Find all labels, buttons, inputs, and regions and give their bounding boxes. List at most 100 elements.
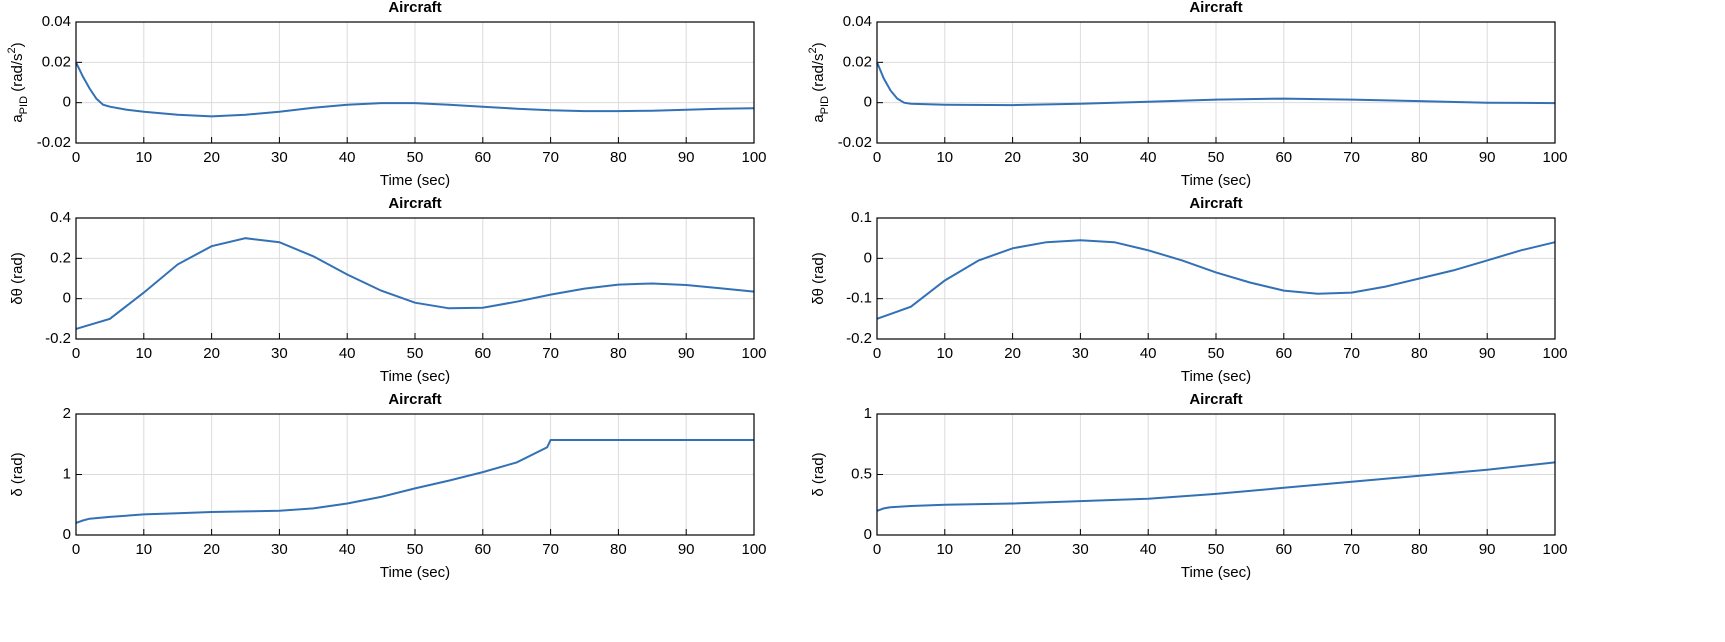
y-tick-label: 2 [63,405,71,422]
x-tick-label: 20 [203,149,220,166]
x-tick-label: 40 [1140,149,1157,166]
y-axis-label: aPID (rad/s2) [6,42,30,122]
y-label-part: ) [810,42,827,47]
x-tick-label: 70 [542,541,559,558]
x-tick-label: 60 [1275,149,1292,166]
x-tick-label: 100 [741,541,766,558]
data-line [75,61,755,118]
y-tick-label: 1 [63,465,71,482]
y-axis-label: aPID (rad/s2) [807,42,831,122]
x-tick-label: 40 [339,345,356,362]
x-tick-label: 50 [407,541,424,558]
x-tick-label: 20 [1004,541,1021,558]
x-tick-label: 30 [271,345,288,362]
x-tick-label: 0 [873,541,881,558]
y-tick-label: 0.2 [50,249,71,266]
x-tick-label: 50 [407,345,424,362]
x-tick-label: 50 [1208,345,1225,362]
x-tick-label: 70 [1343,345,1360,362]
chart-title: Aircraft [1189,391,1242,408]
x-tick-label: 0 [72,149,80,166]
y-label-part: δθ (rad) [810,252,827,305]
x-tick-label: 30 [271,149,288,166]
x-tick-label: 0 [873,345,881,362]
y-label-part: 2 [807,47,819,53]
x-tick-label: 30 [1072,149,1089,166]
x-tick-label: 100 [741,345,766,362]
axes-frame [75,217,755,340]
x-tick-label: 40 [339,541,356,558]
x-tick-label: 80 [610,345,627,362]
axes-frame [876,21,1556,144]
y-label-part: δ (rad) [810,452,827,496]
x-tick-label: 20 [1004,149,1021,166]
axes-frame [75,413,755,536]
x-tick-label: 70 [542,149,559,166]
x-tick-label: 60 [1275,345,1292,362]
x-axis-label: Time (sec) [380,368,450,385]
x-tick-label: 90 [678,541,695,558]
x-tick-label: 70 [1343,541,1360,558]
x-tick-label: 100 [1542,541,1567,558]
x-tick-label: 80 [610,541,627,558]
x-tick-label: 40 [339,149,356,166]
x-tick-label: 20 [203,541,220,558]
x-tick-label: 100 [1542,345,1567,362]
x-tick-label: 90 [1479,345,1496,362]
y-axis-label: δ (rad) [9,452,26,496]
x-axis-label: Time (sec) [1181,172,1251,189]
x-tick-label: 70 [542,345,559,362]
y-tick-label: 0 [864,94,872,111]
x-tick-label: 10 [135,345,152,362]
y-tick-label: 0 [63,526,71,543]
data-line [876,61,1556,107]
y-label-part: a [810,114,827,123]
x-tick-label: 50 [1208,149,1225,166]
x-tick-label: 70 [1343,149,1360,166]
x-tick-label: 20 [1004,345,1021,362]
y-tick-label: -0.02 [37,134,71,151]
x-tick-label: 30 [271,541,288,558]
x-axis-label: Time (sec) [380,564,450,581]
x-tick-label: 20 [203,345,220,362]
x-tick-label: 10 [135,149,152,166]
y-label-part: δ (rad) [9,452,26,496]
y-tick-label: 0 [864,526,872,543]
data-line [876,461,1556,512]
x-axis-label: Time (sec) [380,172,450,189]
y-tick-label: 1 [864,405,872,422]
y-label-part: a [9,114,26,123]
x-tick-label: 100 [1542,149,1567,166]
x-tick-label: 50 [1208,541,1225,558]
chart-title: Aircraft [1189,0,1242,16]
x-tick-label: 90 [678,149,695,166]
x-tick-label: 90 [1479,541,1496,558]
axes-frame [876,217,1556,340]
y-label-part: ) [9,42,26,47]
data-line [876,239,1556,320]
x-tick-label: 10 [936,345,953,362]
y-label-part: PID [18,96,30,114]
y-tick-label: 0 [864,249,872,266]
x-tick-label: 60 [474,149,491,166]
y-tick-label: 0.4 [50,209,71,226]
x-tick-label: 60 [474,541,491,558]
x-tick-label: 0 [72,345,80,362]
x-tick-label: 0 [873,149,881,166]
data-line [75,439,754,524]
x-tick-label: 10 [135,541,152,558]
data-line [75,237,755,330]
x-tick-label: 80 [1411,345,1428,362]
y-tick-label: -0.02 [838,134,872,151]
x-tick-label: 80 [610,149,627,166]
y-tick-label: 0.1 [851,209,872,226]
x-axis-label: Time (sec) [1181,368,1251,385]
y-tick-label: -0.2 [846,330,872,347]
x-tick-label: 40 [1140,541,1157,558]
y-tick-label: 0 [63,94,71,111]
y-label-part: δθ (rad) [9,252,26,305]
x-tick-label: 10 [936,149,953,166]
x-tick-label: 60 [474,345,491,362]
y-axis-label: δθ (rad) [9,252,26,305]
chart-title: Aircraft [388,391,441,408]
